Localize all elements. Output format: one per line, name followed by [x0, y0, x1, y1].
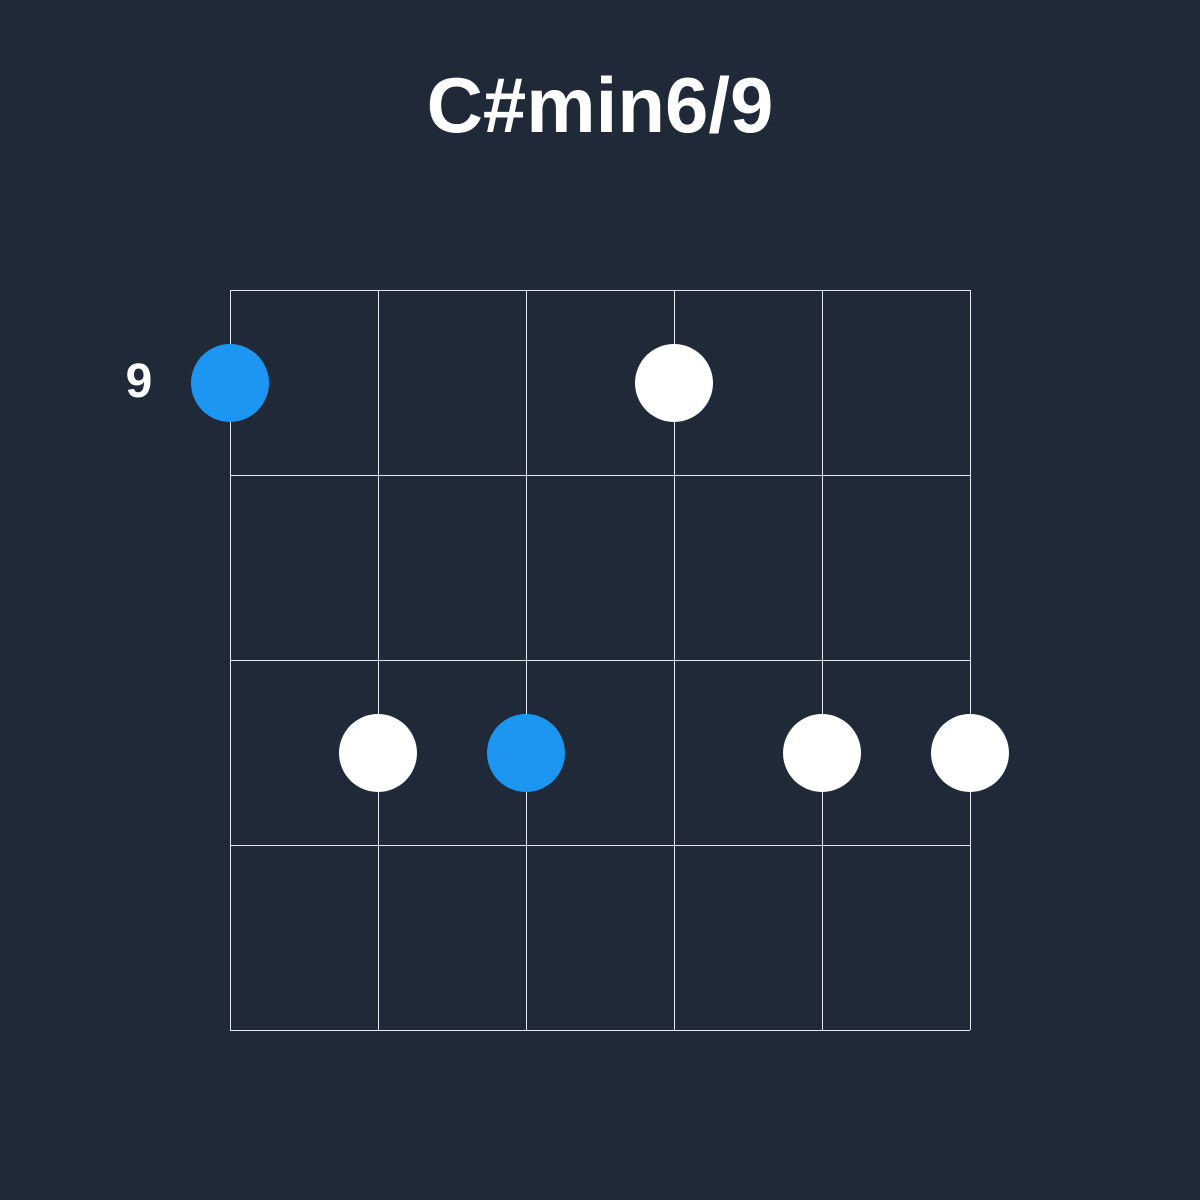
fret-line [230, 475, 970, 476]
string-line [970, 290, 971, 1030]
fret-line [230, 290, 970, 291]
chord-diagram-container: C#min6/9 9 [0, 0, 1200, 1200]
finger-dot [931, 714, 1009, 792]
string-line [822, 290, 823, 1030]
fretboard-grid [230, 290, 970, 1030]
chord-title: C#min6/9 [427, 60, 774, 151]
string-line [378, 290, 379, 1030]
fret-line [230, 660, 970, 661]
starting-fret-label: 9 [126, 354, 153, 409]
fret-line [230, 1030, 970, 1031]
fret-line [230, 845, 970, 846]
finger-dot [339, 714, 417, 792]
finger-dot [635, 344, 713, 422]
string-line [526, 290, 527, 1030]
finger-dot [487, 714, 565, 792]
finger-dot [191, 344, 269, 422]
finger-dot [783, 714, 861, 792]
